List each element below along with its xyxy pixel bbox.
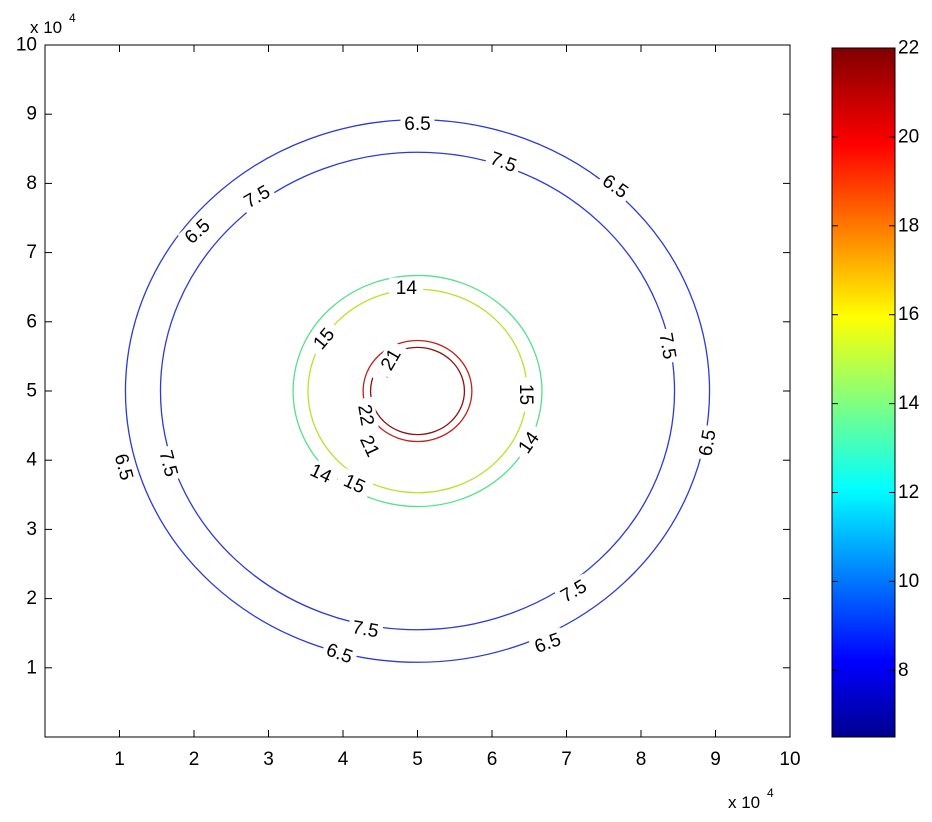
y-tick-label: 4 [26,450,37,471]
x-tick-label: 9 [710,749,721,770]
y-tick-label: 5 [26,381,37,402]
y-exponent-label: x 10 4 [30,11,76,37]
contour-label: 7.5 [654,331,679,361]
y-exponent-base: x 10 [30,18,62,37]
x-tick-label: 1 [114,749,125,770]
y-exponent-power: 4 [69,11,76,25]
y-tick-label: 10 [16,35,37,56]
plot-area: 6.56.56.56.56.56.5 6.57.57.57.57.57.57.51… [16,35,801,771]
y-tick-label: 6 [26,311,37,332]
colorbar-tick-label: 12 [898,482,919,503]
contour-label-bg [514,377,537,412]
contour-label-bg [177,212,218,252]
contour-label-bg [351,426,387,467]
x-tick-label: 4 [338,749,349,770]
contour-label-bg [108,447,139,487]
y-tick-label: 3 [26,519,37,540]
contour-label-bg [346,615,385,644]
x-exponent-power: 4 [767,786,774,800]
contour-label: 6.5 [695,428,720,458]
y-tick-label: 8 [26,173,37,194]
colorbar-tick-label: 20 [898,126,919,147]
colorbar-tick-label: 10 [898,571,919,592]
contour-line-14 [292,274,543,508]
contour-label-bg [510,422,549,464]
contour-label-bg [237,179,278,216]
colorbar-tick-label: 8 [898,660,909,681]
x-exponent-label: x 10 4 [728,786,774,812]
y-tick-label: 9 [26,104,37,125]
contour-label: 14 [396,278,418,299]
contour-label-bg [319,637,360,671]
contour-label-bg [152,444,183,483]
contour-label: 7.5 [351,617,381,642]
contour-line-21 [362,339,473,443]
x-tick-label: 5 [412,749,423,770]
contour-label-bg [334,467,375,502]
contour-line-22 [369,346,466,436]
x-tick-label: 3 [263,749,274,770]
x-axis-ticks: 1 2 3 4 5 6 7 8 9 10 [114,45,801,770]
colorbar-tick-label: 14 [898,393,920,414]
colorbar-tick-label: 18 [898,215,919,236]
contour-label: 22 [353,403,377,427]
contour-label-bg [400,113,435,136]
plot-frame [44,44,791,738]
colorbar-ticks: 8 10 12 14 16 18 20 22 [832,38,920,681]
contour-label-bg [351,396,380,434]
contour-line-7-5 [159,151,676,631]
contour-label-bg [305,319,344,360]
x-tick-label: 6 [487,749,498,770]
contour-label: 6.5 [404,114,430,135]
colorbar-gradient [831,47,896,738]
x-tick-label: 7 [561,749,572,770]
contour-label-bg [373,339,410,381]
contour-label-bg [528,627,568,660]
contour-label-bg [300,456,341,492]
x-exponent-base: x 10 [728,793,760,812]
x-tick-label: 2 [189,749,200,770]
contour-label-bg [483,146,523,179]
contour-label-bg [553,573,595,610]
colorbar: 8 10 12 14 16 18 20 22 [831,38,920,738]
colorbar-tick-label: 16 [898,304,919,325]
y-axis-ticks: 1 2 3 4 5 6 7 8 9 10 [16,35,790,678]
contour-label-bg [653,327,681,365]
y-tick-label: 1 [26,657,37,678]
y-tick-label: 2 [26,588,37,609]
colorbar-tick-label: 22 [898,38,919,59]
contour-label-bg [594,168,636,206]
contour-label-bg [694,424,722,462]
y-tick-label: 7 [26,242,37,263]
contour-label-bg [389,277,424,300]
contour-label: 15 [515,384,536,405]
x-tick-label: 8 [636,749,647,770]
x-tick-label: 10 [779,749,800,770]
